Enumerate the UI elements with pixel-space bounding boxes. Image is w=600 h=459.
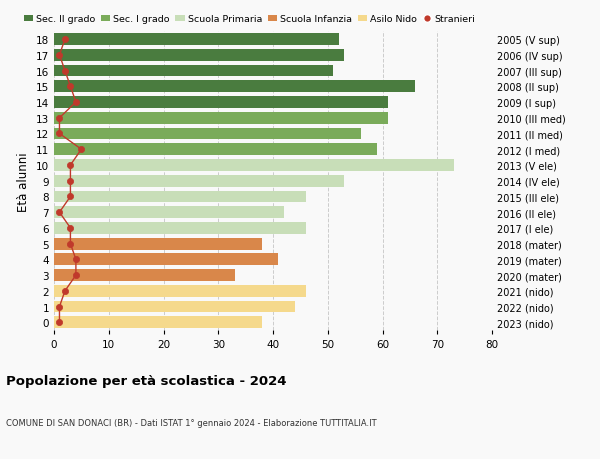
Bar xyxy=(54,50,344,62)
Bar xyxy=(54,175,344,187)
Bar xyxy=(54,34,338,46)
Bar xyxy=(54,191,306,203)
Bar xyxy=(54,254,278,266)
Y-axis label: Età alunni: Età alunni xyxy=(17,151,31,211)
Bar xyxy=(54,207,284,218)
Bar xyxy=(54,112,388,124)
Bar xyxy=(54,129,361,140)
Text: Popolazione per età scolastica - 2024: Popolazione per età scolastica - 2024 xyxy=(6,374,287,387)
Bar xyxy=(54,97,388,109)
Bar xyxy=(54,238,262,250)
Bar xyxy=(54,81,415,93)
Bar xyxy=(54,144,377,156)
Bar xyxy=(54,285,306,297)
Bar xyxy=(54,317,262,329)
Bar xyxy=(54,269,235,281)
Bar xyxy=(54,160,454,172)
Bar xyxy=(54,301,295,313)
Bar xyxy=(54,66,333,77)
Legend: Sec. II grado, Sec. I grado, Scuola Primaria, Scuola Infanzia, Asilo Nido, Stran: Sec. II grado, Sec. I grado, Scuola Prim… xyxy=(23,16,475,24)
Bar xyxy=(54,223,306,234)
Text: COMUNE DI SAN DONACI (BR) - Dati ISTAT 1° gennaio 2024 - Elaborazione TUTTITALIA: COMUNE DI SAN DONACI (BR) - Dati ISTAT 1… xyxy=(6,418,377,427)
